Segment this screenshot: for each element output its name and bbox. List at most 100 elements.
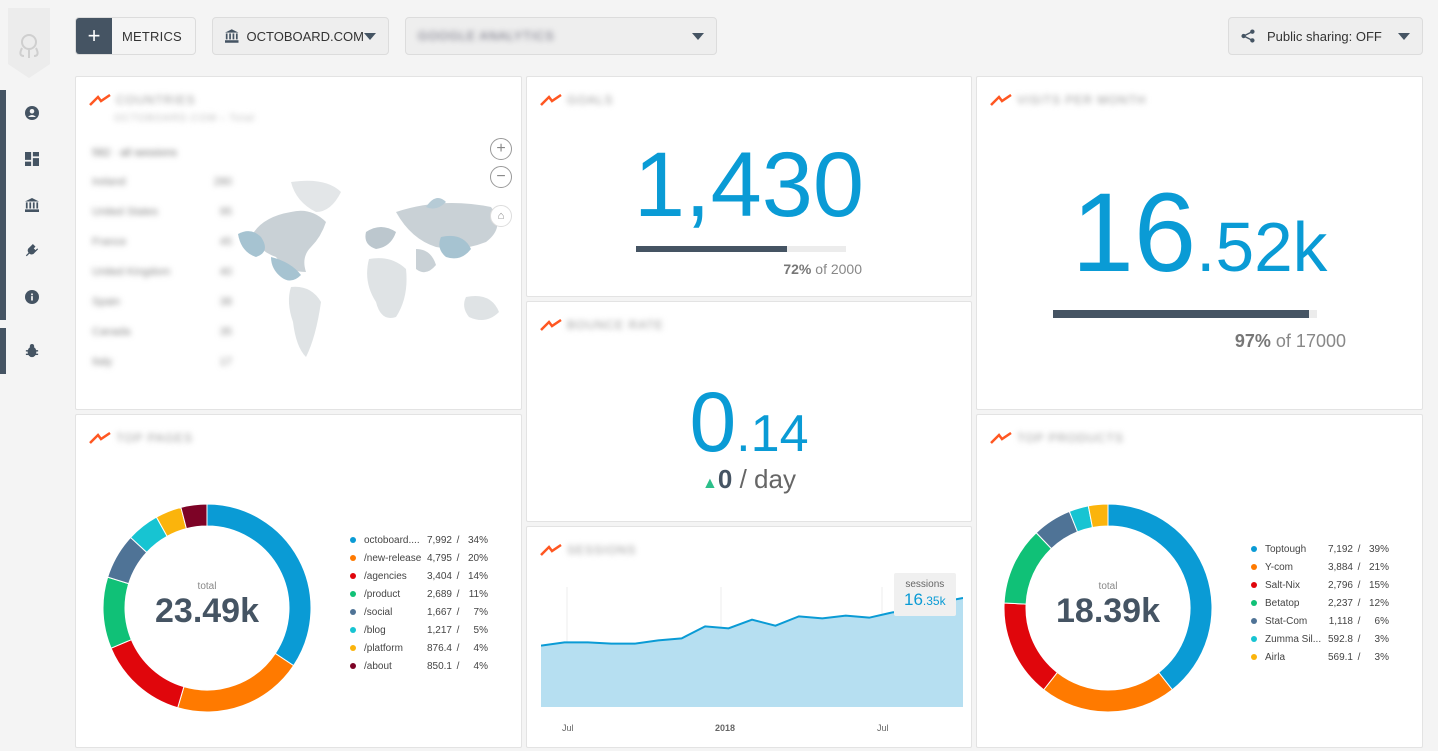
legend-item[interactable]: octoboard.... 7,992 / 34% [350,531,488,549]
legend-value: 1,667 [426,606,452,618]
top-products-widget: TOP PRODUCTS total 18.39k Toptough 7,192 /… [976,414,1423,748]
legend-separator: / [1357,561,1361,573]
legend-dot-icon [1251,654,1257,660]
visits-value-dec: .52k [1196,208,1328,286]
country-row: France 45 [92,227,232,257]
x-tick-label: 2018 [715,723,736,733]
sessions-area-chart[interactable] [541,587,963,717]
legend-item[interactable]: Toptough 7,192 / 39% [1251,540,1389,558]
countries-widget: COUNTRIES OCTOBOARD.COM › Total 582 · al… [75,76,522,410]
sessions-point[interactable] [774,625,776,627]
sessions-point[interactable] [610,643,612,645]
world-map[interactable] [231,177,516,367]
top-pages-donut-chart[interactable] [102,503,312,713]
sessions-point[interactable] [962,597,964,599]
legend-pct: 12% [1368,597,1389,609]
legend-value: 3,884 [1327,561,1353,573]
sidebar-item-integrations[interactable] [6,228,58,274]
country-name: Italy [92,356,113,368]
octoboard-logo[interactable] [8,8,50,78]
goals-widget: GOALS 1,430 72% of 2000 [526,76,972,297]
add-metrics-button[interactable]: + METRICS [75,17,196,55]
sessions-point[interactable] [892,611,894,613]
plug-icon [25,244,39,257]
legend-item[interactable]: Betatop 2,237 / 12% [1251,594,1389,612]
sessions-point[interactable] [868,617,870,619]
country-value: 95 [219,206,232,218]
legend-name: Betatop [1265,597,1300,609]
sessions-point[interactable] [845,615,847,617]
sessions-point[interactable] [587,641,589,643]
sessions-point[interactable] [681,637,683,639]
zoom-out-button[interactable]: − [490,166,512,188]
sidebar [0,0,58,751]
legend-name: /product [364,588,401,600]
tooltip-label: sessions [905,579,945,590]
donut-slice[interactable] [180,503,208,530]
legend-item[interactable]: Salt-Nix 2,796 / 15% [1251,576,1389,594]
sidebar-item-report-bug[interactable] [6,328,58,374]
legend-value: 2,689 [426,588,452,600]
analytics-brand-icon [89,94,111,106]
legend-name: octoboard.... [364,534,420,546]
sessions-point[interactable] [821,617,823,619]
chevron-down-icon [364,32,376,40]
zoom-in-button[interactable]: + [490,138,512,160]
sessions-point[interactable] [657,639,659,641]
legend-item[interactable]: /new-release 4,795 / 20% [350,549,488,567]
sidebar-item-profile[interactable] [6,90,58,136]
legend-item[interactable]: /about 850.1 / 4% [350,657,488,675]
donut-slice[interactable] [110,639,185,709]
legend-item[interactable]: Stat-Com 1,118 / 6% [1251,612,1389,630]
country-row: Italy 17 [92,347,232,377]
data-source-dropdown[interactable]: GOOGLE ANALYTICS [405,17,717,55]
sessions-point[interactable] [704,625,706,627]
sessions-point[interactable] [541,645,542,647]
top-pages-widget: TOP PAGES total 23.49k octoboard.... 7,99… [75,414,522,748]
country-list-head: 582 · all sessions [92,147,177,159]
info-icon [25,290,39,304]
legend-dot-icon [1251,600,1257,606]
legend-item[interactable]: /social 1,667 / 7% [350,603,488,621]
legend-item[interactable]: Zumma Sil... 592.8 / 3% [1251,630,1389,648]
sessions-point[interactable] [728,627,730,629]
sidebar-bottom [0,328,58,374]
legend-separator: / [1357,579,1361,591]
sessions-widget: SESSIONS sessions 16.35k Jul 2018 Jul [526,526,972,748]
legend-item[interactable]: /product 2,689 / 11% [350,585,488,603]
donut-slice[interactable] [1043,671,1173,713]
country-name: France [92,236,127,248]
legend-item[interactable]: Airla 569.1 / 3% [1251,648,1389,666]
dashboard-icon [25,152,39,166]
legend-dot-icon [1251,546,1257,552]
top-products-donut-chart[interactable] [1003,503,1213,713]
sessions-point[interactable] [563,641,565,643]
donut-slice[interactable] [1087,503,1109,529]
home-button[interactable]: ⌂ [490,205,512,227]
legend-dot-icon [350,573,356,579]
public-sharing-dropdown[interactable]: Public sharing: OFF [1228,17,1423,55]
country-value: 35 [219,326,232,338]
analytics-brand-icon [540,94,562,106]
sessions-point[interactable] [798,615,800,617]
sidebar-item-info[interactable] [6,274,58,320]
sidebar-item-accounts[interactable] [6,182,58,228]
widget-title: SESSIONS [567,543,637,557]
legend-item[interactable]: /platform 876.4 / 4% [350,639,488,657]
legend-name: Airla [1265,651,1286,663]
legend-dot-icon [350,645,356,651]
top-pages-legend: octoboard.... 7,992/34%/new-release 4,795/… [350,531,488,675]
account-dropdown[interactable]: OCTOBOARD.COM [212,17,389,55]
tooltip-value-int: 16 [904,590,923,609]
plus-icon: + [76,18,112,54]
sessions-point[interactable] [751,619,753,621]
legend-item[interactable]: /blog 1,217 / 5% [350,621,488,639]
visits-progress-fill [1053,310,1310,318]
sidebar-item-dashboards[interactable] [6,136,58,182]
country-list: Ireland 280 United States 95 France 45 United … [92,167,232,377]
legend-item[interactable]: Y-com 3,884 / 21% [1251,558,1389,576]
legend-item[interactable]: /agencies 3,404 / 14% [350,567,488,585]
legend-pct: 14% [467,570,488,582]
donut-slice[interactable] [177,652,295,713]
sessions-point[interactable] [634,643,636,645]
